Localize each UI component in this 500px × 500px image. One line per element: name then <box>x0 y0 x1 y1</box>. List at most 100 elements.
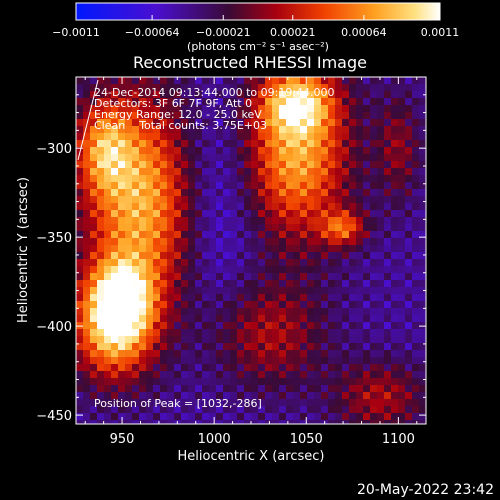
heatmap-cell <box>342 420 350 424</box>
heatmap-cell <box>328 259 336 267</box>
heatmap-cell <box>167 308 175 316</box>
heatmap-cell <box>328 77 336 85</box>
heatmap-cell <box>300 378 308 386</box>
heatmap-cell <box>97 112 105 120</box>
heatmap-cell <box>258 308 266 316</box>
heatmap-cell <box>216 378 224 386</box>
heatmap-cell <box>111 357 119 365</box>
heatmap-cell <box>90 189 98 197</box>
heatmap-cell <box>300 350 308 358</box>
heatmap-cell <box>188 329 196 337</box>
heatmap-cell <box>174 189 182 197</box>
heatmap-cell <box>153 385 161 393</box>
heatmap-cell <box>342 322 350 330</box>
heatmap-cell <box>377 154 385 162</box>
heatmap-cell <box>111 203 119 211</box>
heatmap-cell <box>363 322 371 330</box>
heatmap-cell <box>377 378 385 386</box>
heatmap-cell <box>97 203 105 211</box>
heatmap-cell <box>181 224 189 232</box>
heatmap-cell <box>307 238 315 246</box>
heatmap-cell <box>139 301 147 309</box>
heatmap-cell <box>146 147 154 155</box>
heatmap-cell <box>279 392 287 400</box>
heatmap-cell <box>384 322 392 330</box>
heatmap-cell <box>370 392 378 400</box>
x-tick-label: 950 <box>110 432 135 447</box>
heatmap-cell <box>76 224 84 232</box>
heatmap-cell <box>160 126 168 134</box>
heatmap-cell <box>356 238 364 246</box>
heatmap-cell <box>111 280 119 288</box>
heatmap-cell <box>419 119 426 127</box>
heatmap-cell <box>293 182 301 190</box>
heatmap-cell <box>265 273 273 281</box>
heatmap-cell <box>349 210 357 218</box>
heatmap-cell <box>356 231 364 239</box>
heatmap-cell <box>146 133 154 141</box>
heatmap-cell <box>328 364 336 372</box>
heatmap-cell <box>216 420 224 424</box>
heatmap-cell <box>349 175 357 183</box>
heatmap-cell <box>405 245 413 253</box>
heatmap-cell <box>412 413 420 421</box>
heatmap-cell <box>377 140 385 148</box>
heatmap-cell <box>328 196 336 204</box>
heatmap-cell <box>391 385 399 393</box>
heatmap-cell <box>188 350 196 358</box>
heatmap-cell <box>272 126 280 134</box>
heatmap-cell <box>230 301 238 309</box>
heatmap-cell <box>118 140 126 148</box>
heatmap-cell <box>146 119 154 127</box>
heatmap-cell <box>174 224 182 232</box>
heatmap-cell <box>132 420 140 424</box>
heatmap-cell <box>174 126 182 134</box>
heatmap-cell <box>237 203 245 211</box>
heatmap-cell <box>97 77 105 85</box>
heatmap-cell <box>363 350 371 358</box>
heatmap-cell <box>293 392 301 400</box>
heatmap-cell <box>419 175 426 183</box>
heatmap-cell <box>384 147 392 155</box>
heatmap-cell <box>286 77 294 85</box>
heatmap-cell <box>153 210 161 218</box>
heatmap-cell <box>398 308 406 316</box>
heatmap-cell <box>237 322 245 330</box>
heatmap-cell <box>160 315 168 323</box>
heatmap-cell <box>293 126 301 134</box>
heatmap-cell <box>251 77 259 85</box>
heatmap-cell <box>209 175 217 183</box>
heatmap-cell <box>216 266 224 274</box>
heatmap-cell <box>363 385 371 393</box>
heatmap-cell <box>363 231 371 239</box>
heatmap-cell <box>195 252 203 260</box>
heatmap-cell <box>300 259 308 267</box>
heatmap-cell <box>405 413 413 421</box>
heatmap-cell <box>167 378 175 386</box>
heatmap-cell <box>118 413 126 421</box>
heatmap-cell <box>251 154 259 162</box>
heatmap-cell <box>391 175 399 183</box>
heatmap-cell <box>230 161 238 169</box>
heatmap-cell <box>83 413 91 421</box>
heatmap-cell <box>307 322 315 330</box>
heatmap-cell <box>181 105 189 113</box>
heatmap-cell <box>370 406 378 414</box>
heatmap-cell <box>265 336 273 344</box>
heatmap-cell <box>356 203 364 211</box>
heatmap-cell <box>335 329 343 337</box>
heatmap-cell <box>188 280 196 288</box>
heatmap-cell <box>293 105 301 113</box>
heatmap-cell <box>216 182 224 190</box>
heatmap-cell <box>118 378 126 386</box>
heatmap-cell <box>335 182 343 190</box>
heatmap-cell <box>139 392 147 400</box>
heatmap-cell <box>188 133 196 141</box>
heatmap-cell <box>118 406 126 414</box>
heatmap-cell <box>398 182 406 190</box>
heatmap-cell <box>209 245 217 253</box>
heatmap-cell <box>181 168 189 176</box>
heatmap-cell <box>132 196 140 204</box>
heatmap-cell <box>76 168 84 176</box>
heatmap-cell <box>377 392 385 400</box>
